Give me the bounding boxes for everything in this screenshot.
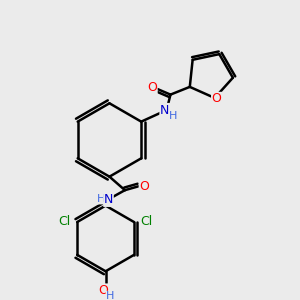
Text: O: O	[212, 92, 221, 105]
Text: H: H	[106, 291, 115, 300]
Text: O: O	[147, 81, 157, 94]
Text: N: N	[160, 103, 169, 117]
Text: O: O	[139, 180, 149, 193]
Text: H: H	[169, 111, 178, 121]
Text: Cl: Cl	[58, 214, 71, 228]
Text: H: H	[97, 194, 105, 204]
Text: N: N	[104, 193, 113, 206]
Text: O: O	[99, 284, 109, 297]
Text: Cl: Cl	[140, 214, 153, 228]
